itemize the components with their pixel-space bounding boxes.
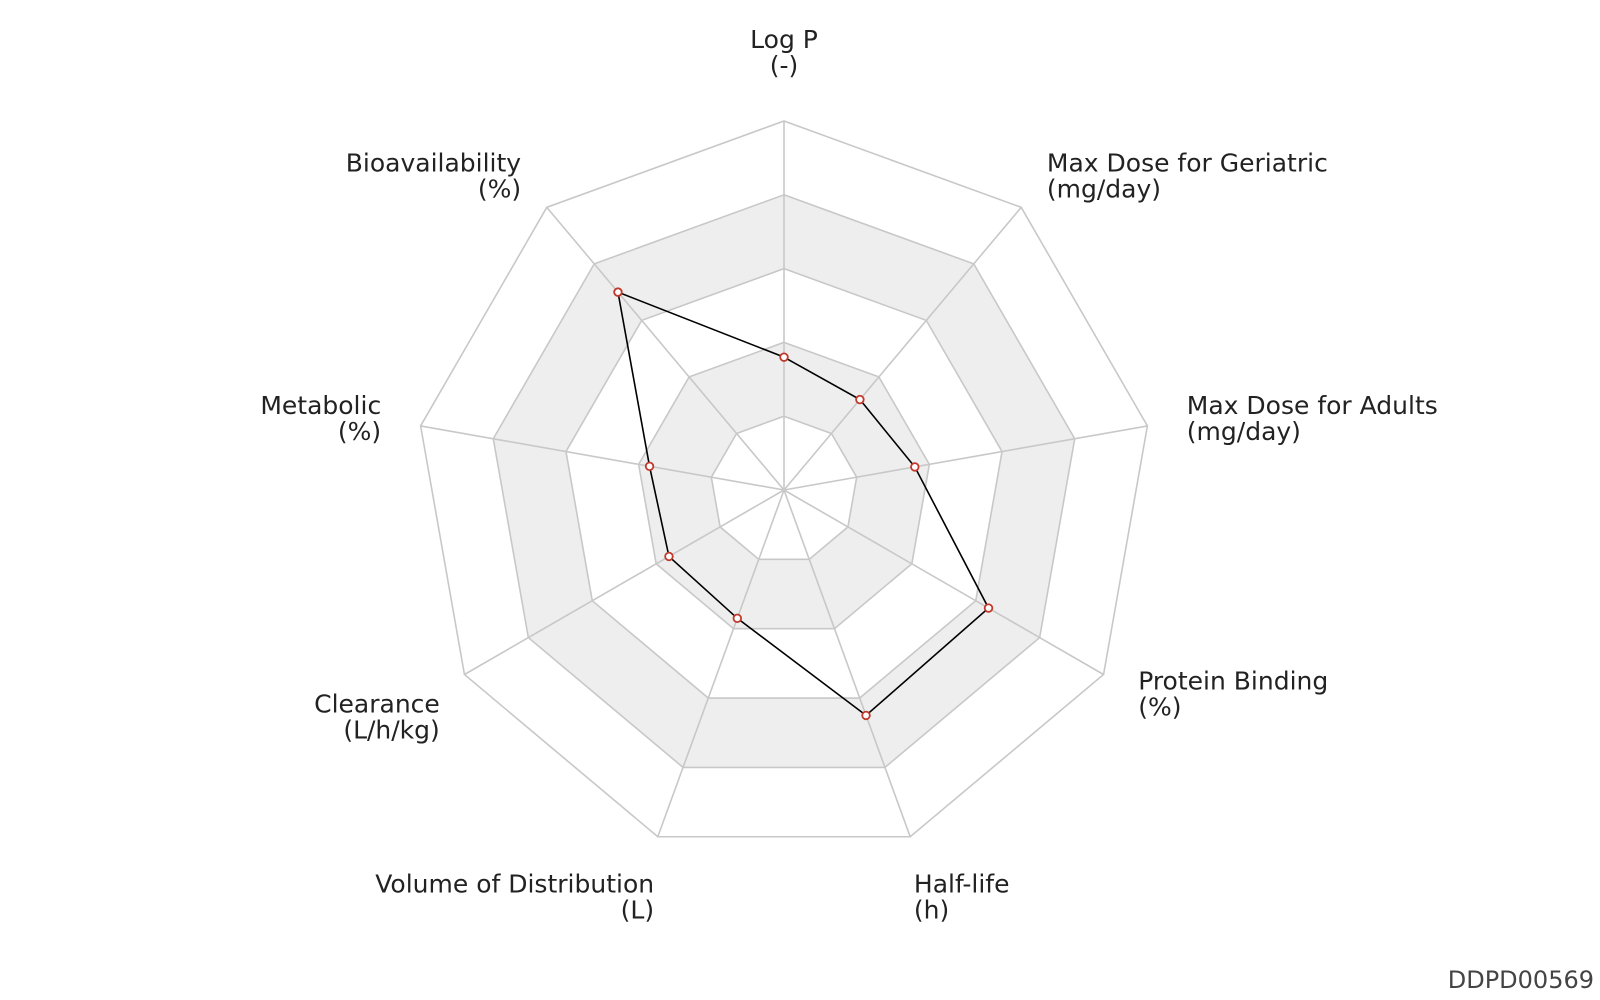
axis-labels: Log P(-)Max Dose for Geriatric(mg/day)Ma…	[260, 25, 1437, 924]
data-point-6	[664, 551, 674, 562]
data-point-8	[613, 287, 623, 297]
radar-spokes	[420, 121, 1148, 838]
axis-label-0: Log P	[750, 25, 818, 54]
radar-ring-5	[419, 120, 1149, 838]
data-point-5	[732, 613, 742, 623]
data-point-0	[779, 352, 789, 362]
radar-ring-2	[637, 341, 931, 630]
data-point-2	[910, 462, 920, 472]
data-point-4	[861, 710, 871, 721]
chart-id-label: DDPD00569	[1447, 966, 1594, 994]
radar-spoke-1	[783, 206, 1022, 491]
axis-unit-7: (%)	[338, 417, 381, 446]
axis-unit-2: (mg/day)	[1187, 417, 1301, 446]
axis-unit-5: (L)	[621, 895, 654, 924]
data-point-1	[855, 394, 865, 405]
data-point-3	[983, 603, 994, 613]
axis-unit-6: (L/h/kg)	[343, 716, 439, 745]
axis-label-8: Bioavailability	[346, 149, 522, 178]
axis-label-6: Clearance	[314, 690, 440, 719]
axis-unit-8: (%)	[478, 175, 521, 204]
radar-spoke-4	[783, 489, 911, 838]
axis-label-1: Max Dose for Geriatric	[1047, 149, 1328, 178]
axis-label-7: Metabolic	[260, 391, 381, 420]
axis-label-2: Max Dose for Adults	[1187, 391, 1438, 420]
radar-ring-3	[565, 267, 1003, 699]
radar-spoke-3	[783, 489, 1104, 676]
axis-label-5: Volume of Distribution	[375, 869, 654, 898]
axis-unit-1: (mg/day)	[1047, 175, 1161, 204]
radar-ring-1	[710, 415, 858, 561]
radar-spoke-5	[657, 489, 785, 838]
radar-ring-4	[492, 193, 1076, 769]
radar-series	[613, 287, 994, 721]
axis-unit-0: (-)	[770, 51, 799, 80]
axis-label-4: Half-life	[914, 869, 1010, 898]
radar-spoke-6	[464, 489, 785, 676]
data-point-7	[644, 461, 655, 471]
radar-gridlines	[419, 120, 1149, 838]
series-line-0	[616, 290, 990, 717]
radar-spoke-2	[783, 425, 1148, 491]
axis-unit-4: (h)	[914, 895, 949, 924]
axis-unit-3: (%)	[1138, 693, 1181, 722]
radar-spoke-8	[546, 206, 785, 491]
axis-label-3: Protein Binding	[1138, 667, 1328, 696]
radar-spoke-7	[420, 425, 785, 491]
